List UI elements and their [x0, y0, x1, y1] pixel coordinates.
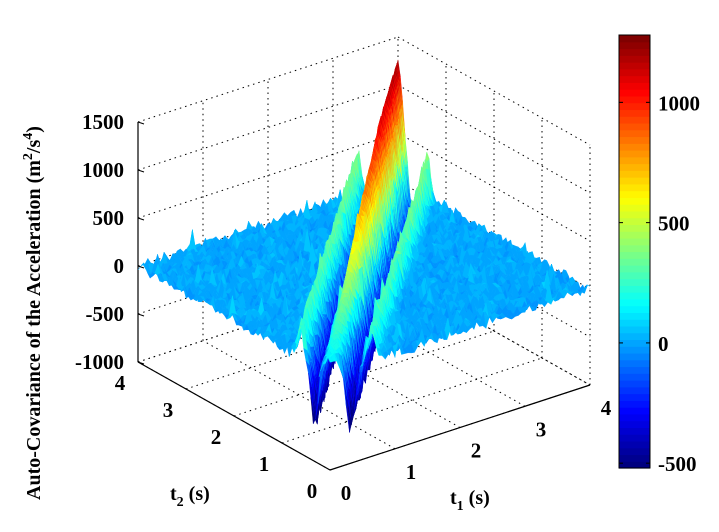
gridline: [397, 276, 591, 386]
y-axis-line: [137, 361, 331, 471]
gridline: [397, 132, 591, 242]
gridline: [397, 84, 591, 194]
gridline: [397, 36, 591, 146]
gridline: [202, 340, 396, 450]
surface: [137, 59, 591, 433]
gridline: [332, 297, 526, 407]
x-axis-line: [329, 384, 591, 471]
axes-box: [137, 122, 591, 471]
